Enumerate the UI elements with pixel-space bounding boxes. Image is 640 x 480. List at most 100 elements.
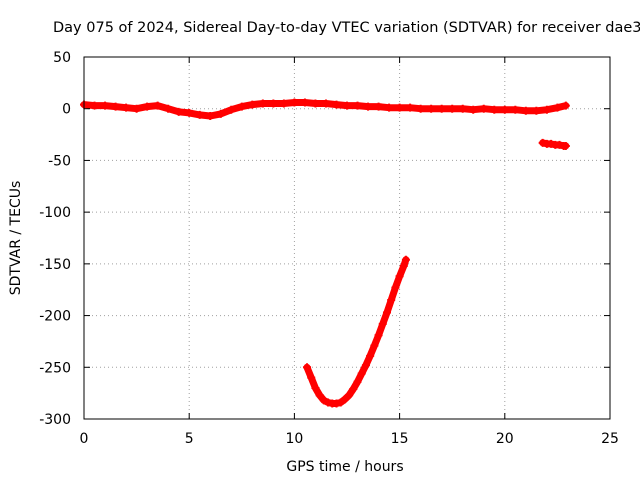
- data-point: [401, 255, 410, 264]
- data-point: [185, 108, 194, 117]
- data-point: [553, 103, 562, 112]
- plot-frame: [83, 56, 611, 420]
- data-point: [479, 104, 488, 113]
- data-point: [532, 106, 541, 115]
- data-point: [164, 104, 173, 113]
- data-point: [311, 99, 320, 108]
- grid-layer: [84, 57, 610, 419]
- y-tick-label: 50: [53, 50, 71, 66]
- data-series: [80, 98, 570, 120]
- data-point: [374, 331, 383, 340]
- data-point: [343, 101, 351, 110]
- data-point: [364, 102, 373, 111]
- data-point: [315, 391, 324, 400]
- y-tick-label: 0: [62, 102, 71, 118]
- data-point: [101, 101, 110, 110]
- data-point: [303, 363, 312, 372]
- data-point: [357, 369, 366, 378]
- x-axis-label: GPS time / hours: [286, 459, 403, 475]
- data-point: [324, 398, 333, 407]
- y-tick-label: -200: [39, 309, 71, 325]
- x-tick-label: 10: [285, 431, 303, 447]
- data-point: [332, 100, 341, 109]
- data-point: [521, 106, 530, 115]
- data-point: [406, 103, 415, 112]
- data-point: [387, 296, 396, 305]
- data-point: [258, 99, 267, 108]
- data-point: [469, 105, 478, 114]
- data-point: [378, 319, 387, 328]
- data-point: [300, 98, 309, 107]
- data-point: [361, 361, 370, 370]
- data-point: [395, 272, 404, 281]
- data-point: [227, 105, 236, 114]
- x-tick-label: 0: [80, 431, 89, 447]
- data-point: [216, 109, 225, 118]
- x-tick-label: 25: [601, 431, 619, 447]
- tick-layer: 0 5 10 15 20 25 50 0 -50 -100 -150 -200 -250 -300: [39, 50, 619, 447]
- data-point: [427, 104, 436, 113]
- data-point: [237, 102, 246, 111]
- y-tick-label: -50: [48, 153, 71, 169]
- data-point: [399, 261, 408, 270]
- data-series: [303, 255, 410, 408]
- data-point: [437, 104, 446, 113]
- data-point: [206, 111, 215, 120]
- data-point: [370, 341, 379, 350]
- data-point: [366, 351, 375, 360]
- data-point: [349, 385, 358, 394]
- data-point: [195, 110, 204, 119]
- data-point: [511, 105, 520, 114]
- data-point: [279, 99, 288, 108]
- data-series: [538, 138, 570, 150]
- data-point: [538, 138, 547, 147]
- chart-title: Day 075 of 2024, Sidereal Day-to-day VTE…: [53, 20, 640, 36]
- data-point: [311, 383, 320, 392]
- data-point: [345, 391, 354, 400]
- data-point: [561, 101, 570, 110]
- data-point: [153, 101, 162, 110]
- data-point: [174, 107, 183, 116]
- data-point: [248, 100, 257, 109]
- data-point: [561, 141, 570, 150]
- y-tick-label: -300: [39, 412, 71, 428]
- x-tick-label: 15: [391, 431, 409, 447]
- data-point: [385, 103, 394, 112]
- data-point: [332, 399, 341, 408]
- y-tick-label: -150: [39, 257, 71, 273]
- data-point: [458, 104, 467, 113]
- data-point: [319, 396, 328, 405]
- data-point: [111, 102, 120, 111]
- data-point: [307, 373, 316, 382]
- data-point: [269, 99, 278, 108]
- data-point: [353, 101, 362, 110]
- data-point: [500, 105, 509, 114]
- x-tick-label: 20: [496, 431, 514, 447]
- y-axis-label: SDTVAR / TECUs: [8, 181, 24, 296]
- data-point: [542, 105, 551, 114]
- data-point: [353, 377, 362, 386]
- data-point: [382, 308, 391, 317]
- data-point: [547, 139, 556, 148]
- data-point: [122, 103, 131, 112]
- data-point: [336, 398, 345, 407]
- data-point: [391, 283, 400, 292]
- data-point: [490, 105, 499, 114]
- data-point: [143, 102, 152, 111]
- data-point: [374, 102, 383, 111]
- data-point: [290, 98, 299, 107]
- x-tick-label: 5: [185, 431, 194, 447]
- data-layer: [80, 98, 570, 408]
- y-tick-label: -250: [39, 360, 71, 376]
- data-point: [555, 140, 564, 149]
- data-point: [416, 104, 425, 113]
- data-point: [321, 99, 330, 108]
- data-point: [132, 104, 141, 113]
- data-point: [395, 103, 404, 112]
- data-point: [90, 101, 99, 110]
- y-tick-label: -100: [39, 205, 71, 221]
- data-point: [448, 104, 457, 113]
- data-point: [340, 395, 349, 404]
